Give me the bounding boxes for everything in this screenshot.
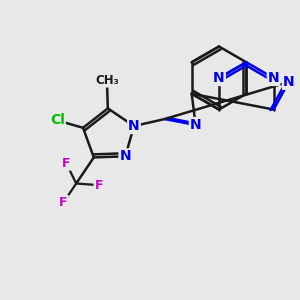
Text: CH₃: CH₃ — [95, 74, 119, 87]
Text: F: F — [59, 196, 68, 209]
Text: Cl: Cl — [50, 113, 65, 128]
Text: N: N — [213, 71, 225, 85]
Text: N: N — [128, 119, 140, 133]
Text: F: F — [62, 157, 70, 169]
Text: N: N — [268, 71, 279, 85]
Text: N: N — [119, 149, 131, 163]
Text: N: N — [283, 75, 295, 89]
Text: F: F — [94, 178, 103, 192]
Text: N: N — [190, 118, 201, 132]
